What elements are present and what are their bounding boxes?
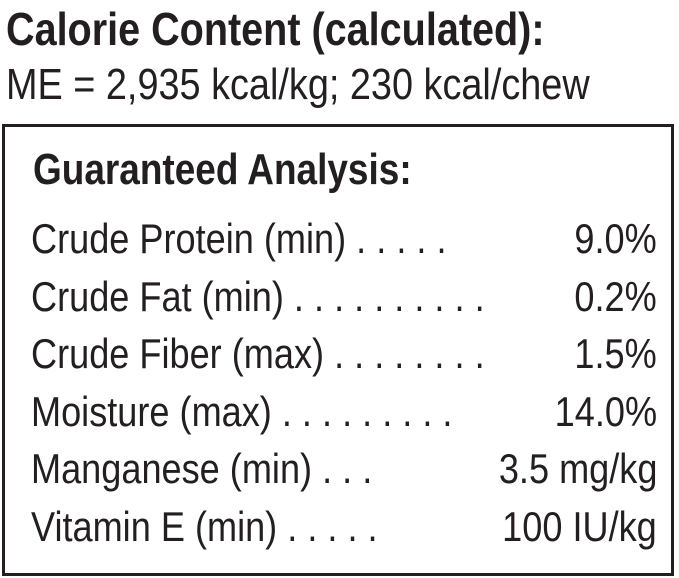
analysis-row-manganese: Manganese (min) . . . 3.5 mg/kg bbox=[31, 445, 657, 497]
analysis-row-crude-fat: Crude Fat (min) . . . . . . . . . . 0.2% bbox=[31, 273, 657, 325]
row-label: Crude Fat (min) . . . . . . . . . . bbox=[31, 273, 485, 320]
analysis-row-crude-fiber: Crude Fiber (max) . . . . . . . . 1.5% bbox=[31, 330, 657, 382]
row-value: 0.2% bbox=[574, 273, 657, 320]
row-label: Crude Protein (min) . . . . . bbox=[31, 215, 447, 262]
row-value: 3.5 mg/kg bbox=[498, 445, 657, 492]
row-label: Vitamin E (min) . . . . . bbox=[31, 503, 378, 550]
analysis-row-crude-protein: Crude Protein (min) . . . . . 9.0% bbox=[31, 215, 657, 267]
row-label: Moisture (max) . . . . . . . . . bbox=[31, 388, 453, 435]
row-label: Manganese (min) . . . bbox=[31, 445, 373, 492]
guaranteed-analysis-heading: Guaranteed Analysis: bbox=[33, 145, 412, 194]
calorie-content-value: ME = 2,935 kcal/kg; 230 kcal/chew bbox=[6, 60, 590, 109]
row-value: 14.0% bbox=[554, 388, 657, 435]
analysis-row-moisture: Moisture (max) . . . . . . . . . 14.0% bbox=[31, 388, 657, 440]
calorie-content-heading: Calorie Content (calculated): bbox=[6, 3, 545, 55]
row-label: Crude Fiber (max) . . . . . . . . bbox=[31, 330, 485, 377]
guaranteed-analysis-box: Guaranteed Analysis: Crude Protein (min)… bbox=[2, 124, 674, 576]
row-value: 100 IU/kg bbox=[502, 503, 657, 550]
analysis-row-vitamin-e: Vitamin E (min) . . . . . 100 IU/kg bbox=[31, 503, 657, 555]
row-value: 9.0% bbox=[574, 215, 657, 262]
row-value: 1.5% bbox=[574, 330, 657, 377]
